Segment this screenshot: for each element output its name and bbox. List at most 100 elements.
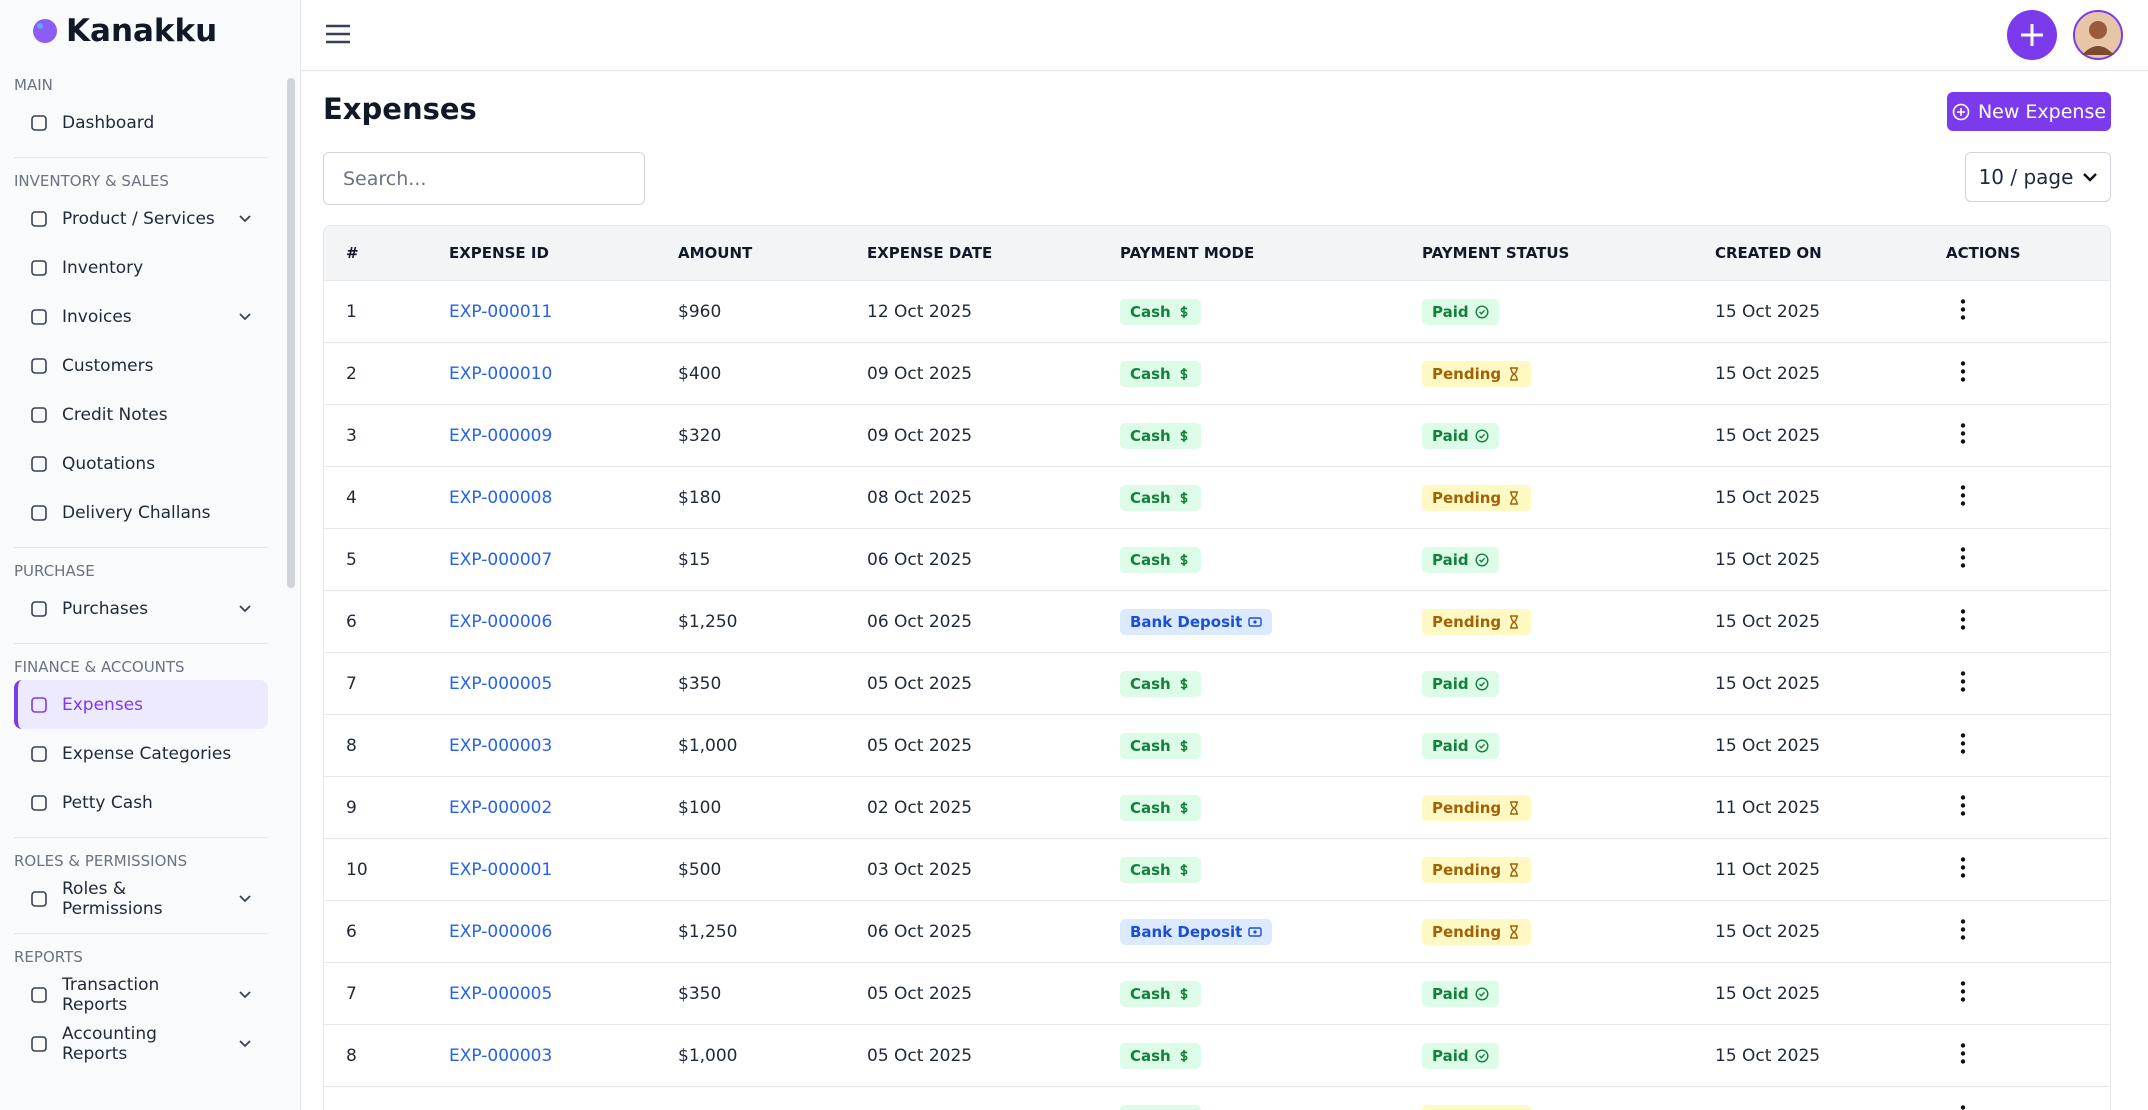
nav-label: Credit Notes <box>62 404 168 425</box>
nav-item[interactable]: Quotations <box>14 439 268 488</box>
expense-id-link[interactable]: EXP-000001 <box>449 859 553 880</box>
page-size-select[interactable]: 10 / page <box>1965 152 2111 202</box>
nav-item[interactable]: Invoices <box>14 292 268 341</box>
nav-item[interactable]: Product / Services <box>14 194 268 243</box>
status-icon <box>1510 862 1519 877</box>
expense-id-link[interactable]: EXP-000011 <box>449 301 553 322</box>
nav-item[interactable]: Inventory <box>14 243 268 292</box>
expense-id-link[interactable]: EXP-000005 <box>449 673 553 694</box>
nav-item[interactable]: Purchases <box>14 584 268 633</box>
nav-icon <box>31 986 47 1003</box>
nav-icon <box>31 455 47 472</box>
expense-id-link[interactable]: EXP-000007 <box>449 549 553 570</box>
chevron <box>239 214 251 222</box>
nav-item[interactable]: Petty Cash <box>14 778 268 827</box>
expense-id-link[interactable]: EXP-000009 <box>449 425 553 446</box>
badge-label: Cash <box>1130 302 1171 321</box>
chevron <box>2083 173 2098 182</box>
table-row: 6 EXP-000006 $1,250 06 Oct 2025 Bank Deposit… <box>324 901 2110 963</box>
nav-icon <box>31 357 47 374</box>
badge-label: Pending <box>1432 922 1502 941</box>
actions-button[interactable] <box>1960 608 1966 635</box>
search-input[interactable]: Search... <box>323 152 645 205</box>
cell: 3 <box>346 425 357 446</box>
kebab-icon <box>1960 298 1966 320</box>
actions-button[interactable] <box>1960 298 1966 325</box>
actions-button[interactable] <box>1960 794 1966 821</box>
badge-label: Pending <box>1432 1109 1501 1110</box>
expense-id-link[interactable]: EXP-000003 <box>449 1045 553 1066</box>
nav-label: Petty Cash <box>62 792 153 813</box>
actions-button[interactable] <box>1960 546 1966 573</box>
nav-icon <box>31 600 47 617</box>
avatar[interactable] <box>2072 9 2124 61</box>
nav-label: Customers <box>62 355 154 376</box>
cell: 6 <box>346 921 357 942</box>
badge-label: Bank Deposit <box>1130 922 1243 941</box>
column-header: EXPENSE ID <box>449 244 549 262</box>
nav-item[interactable]: Customers <box>14 341 268 390</box>
cell: 06 Oct 2025 <box>867 549 973 570</box>
nav-item[interactable]: Credit Notes <box>14 390 268 439</box>
table-row: 3 EXP-000009 $320 09 Oct 2025 Cash Paid 15 Oct… <box>324 405 2110 467</box>
badge-label: Cash <box>1130 674 1171 693</box>
nav-item[interactable]: Delivery Challans <box>14 488 268 537</box>
actions-button[interactable] <box>1960 918 1966 945</box>
nav-item[interactable]: Expense Categories <box>14 729 268 778</box>
badge-label: Cash <box>1130 550 1171 569</box>
kebab-icon <box>1960 608 1966 630</box>
nav-label: Inventory <box>62 257 144 278</box>
actions-button[interactable] <box>1960 980 1966 1007</box>
sidebar: Kanakku MAIN Dashboard INVENTORY & SALES Pr… <box>0 0 301 1110</box>
expense-id-link[interactable]: EXP-000003 <box>449 735 553 756</box>
payment-mode-badge: Bank Deposit <box>1120 918 1273 945</box>
add-button[interactable] <box>2006 9 2058 61</box>
menu-toggle[interactable] <box>325 23 351 45</box>
cell: 03 Oct 2025 <box>867 859 973 880</box>
cell: 8 <box>346 1045 357 1066</box>
expense-id-link[interactable]: EXP-000002 <box>449 797 553 818</box>
nav-item[interactable]: Transaction Reports <box>14 970 268 1019</box>
cell: 7 <box>346 673 357 694</box>
cell: 4 <box>346 487 357 508</box>
nav-item[interactable]: Roles & Permissions <box>14 874 268 923</box>
expense-id-link[interactable]: EXP-000006 <box>449 611 553 632</box>
cell: 09 Oct 2025 <box>867 425 973 446</box>
expense-id-link[interactable]: EXP-000008 <box>449 487 553 508</box>
expense-id-link[interactable]: EXP-000010 <box>449 363 553 384</box>
nav-section: REPORTS Transaction Reports Accounting Rep… <box>14 934 268 1078</box>
kebab-icon <box>1960 670 1966 692</box>
new-expense-button[interactable]: New Expense <box>1947 92 2111 131</box>
cell: $320 <box>678 425 722 446</box>
expense-id-link[interactable]: EXP-000002 <box>449 1108 552 1110</box>
status-icon <box>1510 924 1519 939</box>
cell: 6 <box>346 611 357 632</box>
actions-button[interactable] <box>1960 422 1966 449</box>
payment-mode-badge: Cash <box>1120 1104 1201 1110</box>
nav-item[interactable]: Expenses <box>14 680 268 729</box>
actions-button[interactable] <box>1960 1042 1966 1069</box>
badge-label: Cash <box>1130 1109 1171 1110</box>
expense-id-link[interactable]: EXP-000005 <box>449 983 553 1004</box>
payment-status-badge: Paid <box>1422 422 1499 449</box>
payment-status-badge: Pending <box>1422 484 1532 511</box>
actions-button[interactable] <box>1960 360 1966 387</box>
nav-label: Quotations <box>62 453 156 474</box>
nav-item[interactable]: Dashboard <box>14 98 268 147</box>
table-row: 7 EXP-000005 $350 05 Oct 2025 Cash Paid 15 Oct… <box>324 653 2110 715</box>
nav-icon <box>31 406 47 423</box>
status-icon <box>1475 552 1489 567</box>
nav-item[interactable]: Accounting Reports <box>14 1019 268 1068</box>
payment-status-badge: Pending <box>1422 608 1532 635</box>
actions-button[interactable] <box>1960 1104 1966 1110</box>
expense-id-link[interactable]: EXP-000006 <box>449 921 553 942</box>
badge-label: Bank Deposit <box>1130 612 1243 631</box>
actions-button[interactable] <box>1960 670 1966 697</box>
actions-button[interactable] <box>1960 856 1966 883</box>
table-row: 6 EXP-000006 $1,250 06 Oct 2025 Bank Deposit… <box>324 591 2110 653</box>
cell: $960 <box>678 301 722 322</box>
logo[interactable]: Kanakku <box>0 0 300 62</box>
payment-status-badge: Paid <box>1422 732 1499 759</box>
actions-button[interactable] <box>1960 484 1966 511</box>
actions-button[interactable] <box>1960 732 1966 759</box>
